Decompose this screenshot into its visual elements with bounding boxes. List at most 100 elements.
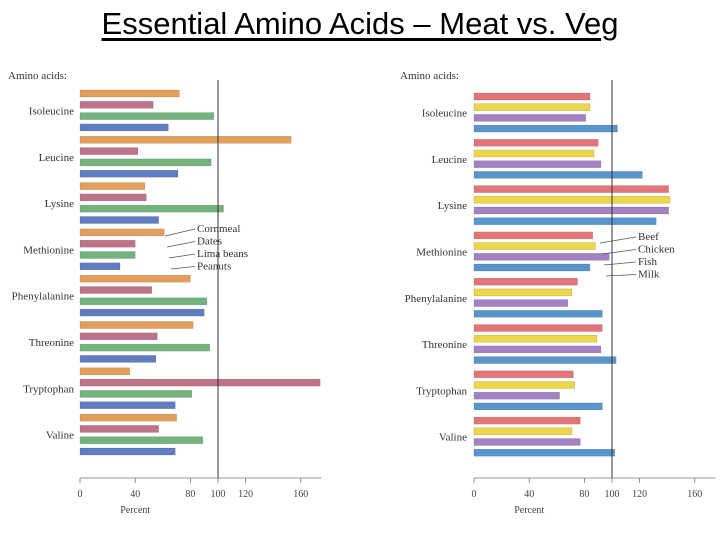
- chart-1-x-label: Percent: [514, 505, 544, 516]
- chart-0-legend-lima-beans: Lima beans: [197, 248, 248, 260]
- chart-0-category-label-phenylalanine: Phenylalanine: [12, 291, 74, 303]
- chart-0-bar-leucine-lima-beans: [79, 158, 212, 167]
- chart-0-bar-isoleucine-peanuts: [79, 123, 169, 132]
- chart-1-legend-leader-beef: [599, 236, 637, 244]
- chart-1-bar-threonine-fish: [473, 345, 602, 354]
- chart-0-tick-label-120: 120: [238, 489, 253, 500]
- chart-1-bar-leucine-milk: [473, 171, 643, 179]
- chart-0-bar-tryptophan-cornmeal: [79, 367, 130, 376]
- chart-1-bar-threonine-chicken: [473, 334, 598, 343]
- chart-1-category-label-valine: Valine: [439, 432, 467, 444]
- chart-0-bar-leucine-peanuts: [79, 169, 179, 178]
- chart-1-bar-methionine-fish: [473, 253, 610, 261]
- chart-0-x-label: Percent: [120, 505, 150, 516]
- chart-1-bar-tryptophan-milk: [473, 402, 603, 411]
- chart-1-tick-label-40: 40: [524, 489, 534, 500]
- chart-0-bar-lysine-dates: [79, 193, 147, 202]
- chart-0-bar-phenylalanine-lima-beans: [79, 297, 208, 306]
- chart-1-bar-tryptophan-chicken: [473, 381, 575, 389]
- chart-0-category-label-tryptophan: Tryptophan: [23, 383, 74, 395]
- chart-1-category-label-lysine: Lysine: [438, 200, 467, 212]
- chart-0-bar-leucine-dates: [79, 147, 139, 155]
- chart-0-tick-label-0: 0: [78, 489, 83, 500]
- chart-0-bar-isoleucine-cornmeal: [79, 89, 180, 98]
- chart-1-bar-phenylalanine-chicken: [473, 288, 573, 297]
- chart-0-bar-threonine-peanuts: [79, 355, 157, 363]
- chart-0-bar-methionine-lima-beans: [79, 251, 136, 259]
- chart-1-bar-leucine-beef: [473, 139, 599, 147]
- chart-0-bar-threonine-dates: [79, 332, 158, 341]
- chart-1-category-label-tryptophan: Tryptophan: [416, 385, 467, 397]
- chart-0-bar-valine-cornmeal: [79, 413, 177, 422]
- chart-1-bar-leucine-fish: [473, 160, 602, 168]
- chart-1-bar-methionine-beef: [473, 231, 593, 240]
- slide-title: Essential Amino Acids – Meat vs. Veg: [101, 6, 619, 41]
- chart-1-tick-label-100: 100: [605, 489, 620, 500]
- chart-0-bar-tryptophan-peanuts: [79, 401, 176, 409]
- chart-0-bar-lysine-lima-beans: [79, 204, 224, 213]
- chart-1-bar-lysine-fish: [473, 206, 669, 215]
- chart-1-bar-lysine-milk: [473, 217, 657, 225]
- chart-1-legend-fish: Fish: [638, 256, 657, 268]
- chart-1-bar-methionine-milk: [473, 263, 591, 272]
- chart-0-legend-leader-cornmeal: [164, 228, 196, 237]
- chart-0-legend-leader-peanuts: [170, 266, 196, 270]
- chart-0-bar-isoleucine-lima-beans: [79, 112, 215, 120]
- chart-0-legend-leader-lima-beans: [168, 253, 196, 259]
- chart-1-tick-label-0: 0: [472, 489, 477, 500]
- chart-1-legend-leader-milk: [605, 274, 637, 277]
- chart-0-bar-lysine-cornmeal: [79, 182, 146, 190]
- chart-0-legend-cornmeal: Cornmeal: [197, 223, 240, 235]
- chart-1-category-label-isoleucine: Isoleucine: [422, 108, 467, 120]
- chart-0-bar-methionine-peanuts: [79, 262, 121, 271]
- chart-0-tick-label-40: 40: [130, 489, 140, 500]
- chart-1-legend-milk: Milk: [638, 269, 660, 281]
- chart-0-category-label-leucine: Leucine: [39, 152, 75, 164]
- chart-0-tick-label-100: 100: [211, 489, 226, 500]
- chart-1-bar-phenylalanine-milk: [473, 310, 603, 318]
- chart-1-bar-isoleucine-beef: [473, 92, 591, 101]
- chart-1-legend-leader-chicken: [601, 249, 637, 255]
- chart-1-bar-methionine-chicken: [473, 242, 596, 250]
- chart-0-bar-threonine-lima-beans: [79, 343, 210, 352]
- chart-0-bar-valine-peanuts: [79, 447, 176, 456]
- chart-1-header: Amino acids:: [400, 70, 459, 82]
- chart-1-bar-tryptophan-beef: [473, 370, 574, 379]
- chart-0-bar-leucine-cornmeal: [79, 136, 292, 144]
- chart-0-bar-valine-dates: [79, 425, 159, 433]
- chart-0-category-label-lysine: Lysine: [45, 198, 74, 210]
- chart-1-bar-phenylalanine-fish: [473, 299, 569, 307]
- chart-1-bar-lysine-beef: [473, 185, 669, 193]
- chart-0-bar-phenylalanine-peanuts: [79, 308, 205, 317]
- chart-0-tick-label-80: 80: [185, 489, 195, 500]
- chart-1-legend-leader-fish: [603, 261, 637, 266]
- chart-1-bar-valine-milk: [473, 448, 616, 457]
- chart-0-bar-isoleucine-dates: [79, 101, 154, 109]
- chart-1-category-label-threonine: Threonine: [422, 339, 467, 351]
- chart-0-bar-tryptophan-lima-beans: [79, 390, 193, 398]
- chart-1-bar-threonine-beef: [473, 324, 603, 332]
- chart-1-category-label-phenylalanine: Phenylalanine: [405, 293, 467, 305]
- chart-0-legend-dates: Dates: [197, 236, 222, 248]
- chart-1-bar-isoleucine-chicken: [473, 103, 591, 111]
- chart-1-bar-valine-fish: [473, 438, 581, 446]
- chart-0-category-label-valine: Valine: [46, 430, 74, 442]
- chart-0-category-label-methionine: Methionine: [23, 244, 74, 256]
- chart-1-legend-chicken: Chicken: [638, 244, 675, 256]
- chart-1-tick-label-160: 160: [687, 489, 702, 500]
- chart-1-bar-leucine-chicken: [473, 149, 595, 158]
- chart-0-bar-phenylalanine-cornmeal: [79, 274, 191, 283]
- chart-1-category-label-methionine: Methionine: [416, 246, 467, 258]
- chart-0-legend-peanuts: Peanuts: [197, 261, 231, 273]
- chart-0-bar-threonine-cornmeal: [79, 321, 194, 329]
- chart-1-bar-threonine-milk: [473, 356, 617, 364]
- chart-1-bar-phenylalanine-beef: [473, 277, 578, 286]
- chart-1-bar-isoleucine-milk: [473, 124, 618, 133]
- chart-0-bar-phenylalanine-dates: [79, 286, 153, 294]
- chart-1-tick-label-80: 80: [579, 489, 589, 500]
- chart-0-bar-valine-lima-beans: [79, 436, 204, 444]
- chart-1-bar-valine-beef: [473, 416, 581, 425]
- chart-0-bar-lysine-peanuts: [79, 216, 159, 224]
- chart-1-bar-isoleucine-fish: [473, 114, 587, 122]
